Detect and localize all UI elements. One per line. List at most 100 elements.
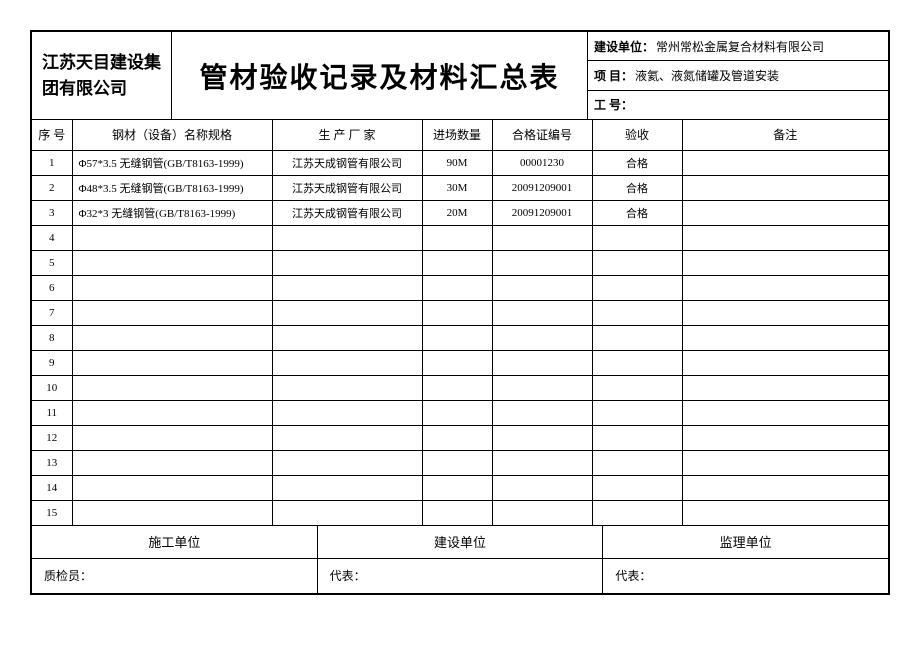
cell-seq: 3 [32, 200, 72, 225]
info-project: 项 目： 液氦、液氮储罐及管道安装 [588, 61, 888, 90]
cell-qty [422, 275, 492, 300]
cell-qty: 20M [422, 200, 492, 225]
cell-qty [422, 375, 492, 400]
table-row: 13 [32, 450, 888, 475]
col-remark: 备注 [682, 120, 888, 150]
company-name: 江苏天目建设集团有限公司 [32, 32, 172, 119]
project-label: 项 目： [594, 67, 633, 84]
cell-seq: 6 [32, 275, 72, 300]
cell-remark [682, 500, 888, 525]
cell-qty [422, 425, 492, 450]
cell-seq: 15 [32, 500, 72, 525]
cell-seq: 8 [32, 325, 72, 350]
cell-spec: Φ57*3.5 无缝钢管(GB/T8163-1999) [72, 150, 272, 175]
col-spec: 钢材（设备）名称规格 [72, 120, 272, 150]
col-mfr: 生 产 厂 家 [272, 120, 422, 150]
col-seq: 序 号 [32, 120, 72, 150]
cell-accept: 合格 [592, 200, 682, 225]
table-row: 14 [32, 475, 888, 500]
cell-qty [422, 225, 492, 250]
table-row: 10 [32, 375, 888, 400]
table-row: 1Φ57*3.5 无缝钢管(GB/T8163-1999)江苏天成钢管有限公司90… [32, 150, 888, 175]
rep2-label: 代表： [615, 567, 651, 584]
build-unit-label: 建设单位： [594, 38, 654, 55]
cell-cert: 20091209001 [492, 200, 592, 225]
cell-cert [492, 250, 592, 275]
cell-spec [72, 500, 272, 525]
cell-cert [492, 375, 592, 400]
cell-accept [592, 400, 682, 425]
table-row: 9 [32, 350, 888, 375]
cell-seq: 11 [32, 400, 72, 425]
cell-cert [492, 400, 592, 425]
cell-cert: 00001230 [492, 150, 592, 175]
cell-accept [592, 225, 682, 250]
cell-remark [682, 350, 888, 375]
inspector-signature: 质检员： [32, 559, 318, 593]
cell-cert [492, 275, 592, 300]
footer-signature-row: 质检员： 代表： 代表： [32, 559, 888, 593]
cell-accept [592, 375, 682, 400]
rep2-signature: 代表： [603, 559, 888, 593]
cell-accept [592, 475, 682, 500]
cell-spec: Φ32*3 无缝钢管(GB/T8163-1999) [72, 200, 272, 225]
cell-mfr [272, 250, 422, 275]
header: 江苏天目建设集团有限公司 管材验收记录及材料汇总表 建设单位： 常州常松金属复合… [32, 32, 888, 120]
build-unit-footer-label: 建设单位 [318, 526, 604, 558]
cell-seq: 4 [32, 225, 72, 250]
cell-spec: Φ48*3.5 无缝钢管(GB/T8163-1999) [72, 175, 272, 200]
table-row: 15 [32, 500, 888, 525]
cell-qty [422, 300, 492, 325]
cell-remark [682, 475, 888, 500]
inspector-label: 质检员： [44, 567, 92, 584]
table-header-row: 序 号 钢材（设备）名称规格 生 产 厂 家 进场数量 合格证编号 验收 备注 [32, 120, 888, 150]
cell-remark [682, 225, 888, 250]
cell-qty [422, 400, 492, 425]
cell-cert [492, 350, 592, 375]
build-unit-value: 常州常松金属复合材料有限公司 [656, 38, 824, 55]
cell-seq: 14 [32, 475, 72, 500]
cell-spec [72, 250, 272, 275]
cell-remark [682, 400, 888, 425]
cell-accept: 合格 [592, 150, 682, 175]
cell-mfr [272, 275, 422, 300]
cell-mfr [272, 425, 422, 450]
cell-mfr [272, 475, 422, 500]
cell-qty: 90M [422, 150, 492, 175]
cell-qty [422, 475, 492, 500]
cell-spec [72, 300, 272, 325]
project-value: 液氦、液氮储罐及管道安装 [635, 67, 779, 84]
cell-spec [72, 350, 272, 375]
cell-qty [422, 500, 492, 525]
cell-mfr [272, 450, 422, 475]
form-title: 管材验收记录及材料汇总表 [172, 32, 588, 119]
table-row: 12 [32, 425, 888, 450]
cell-remark [682, 300, 888, 325]
cell-remark [682, 175, 888, 200]
cell-remark [682, 200, 888, 225]
cell-accept [592, 425, 682, 450]
cell-mfr [272, 225, 422, 250]
cell-accept [592, 450, 682, 475]
table-row: 3Φ32*3 无缝钢管(GB/T8163-1999)江苏天成钢管有限公司20M2… [32, 200, 888, 225]
cell-qty [422, 350, 492, 375]
construction-unit-label: 施工单位 [32, 526, 318, 558]
info-build-unit: 建设单位： 常州常松金属复合材料有限公司 [588, 32, 888, 61]
cell-mfr: 江苏天成钢管有限公司 [272, 175, 422, 200]
cell-accept [592, 350, 682, 375]
info-box: 建设单位： 常州常松金属复合材料有限公司 项 目： 液氦、液氮储罐及管道安装 工… [588, 32, 888, 119]
cell-mfr [272, 400, 422, 425]
cell-spec [72, 375, 272, 400]
info-job-no: 工 号： [588, 91, 888, 119]
cell-cert [492, 300, 592, 325]
cell-cert [492, 475, 592, 500]
cell-mfr [272, 375, 422, 400]
cell-cert [492, 425, 592, 450]
cell-cert [492, 450, 592, 475]
footer-units-row: 施工单位 建设单位 监理单位 [32, 526, 888, 559]
document-form: 江苏天目建设集团有限公司 管材验收记录及材料汇总表 建设单位： 常州常松金属复合… [30, 30, 890, 595]
cell-spec [72, 225, 272, 250]
col-accept: 验收 [592, 120, 682, 150]
table-row: 4 [32, 225, 888, 250]
cell-seq: 5 [32, 250, 72, 275]
